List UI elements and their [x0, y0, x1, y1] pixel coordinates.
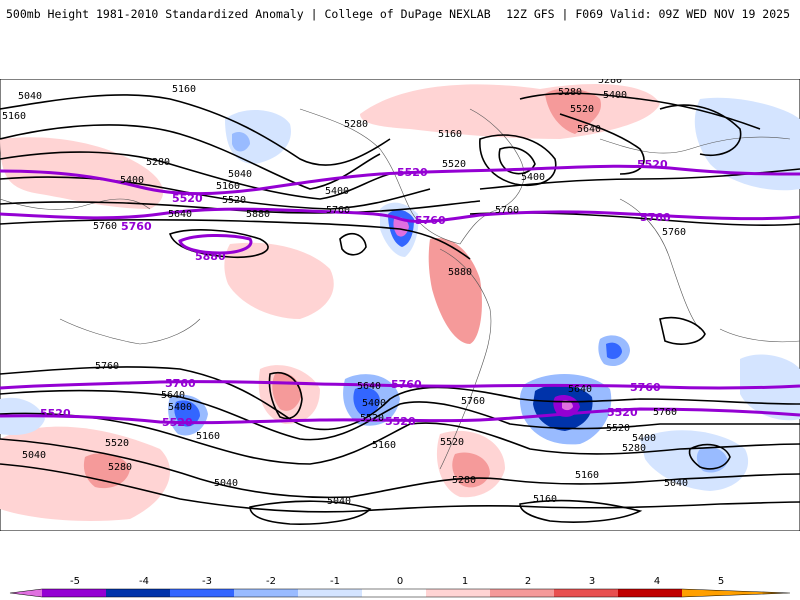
contour-label: 5400: [120, 175, 144, 186]
contour-label: 5640: [568, 384, 592, 395]
colorbar-segment: [554, 589, 618, 597]
contour-label: 5400: [168, 402, 192, 413]
reference-label: 5760: [391, 378, 422, 391]
header: 500mb Height 1981-2010 Standardized Anom…: [0, 0, 800, 28]
contour-label: 5160: [438, 129, 462, 140]
colorbar-segment: [234, 589, 298, 597]
contour-label: 5640: [357, 381, 381, 392]
contour-label: 5160: [575, 470, 599, 481]
purple-contour-labels: 5520 5520 5520 5520 5760 5760 5760 5880 …: [40, 158, 671, 429]
contour-label: 5280: [598, 79, 622, 86]
contour-label: 5400: [603, 90, 627, 101]
contour-label: 5040: [228, 169, 252, 180]
contour-label: 5280: [146, 157, 170, 168]
contour-label: 5760: [95, 361, 119, 372]
contour-label: 5640: [161, 390, 185, 401]
colorbar-segment: [298, 589, 362, 597]
reference-label: 5760: [121, 220, 152, 233]
contour-label: 5160: [372, 440, 396, 451]
reference-label: 5520: [385, 415, 416, 428]
contour-label: 5280: [452, 475, 476, 486]
colorbar-tick: 3: [589, 576, 595, 587]
contour-label: 5280: [622, 443, 646, 454]
contour-label: 5160: [196, 431, 220, 442]
contour-label: 5520: [440, 437, 464, 448]
black-contour-labels: 5040 5160 5160 5280 5280 5400 5520 5640 …: [2, 79, 688, 507]
colorbar-segment: [10, 589, 42, 597]
colorbar-segment: [490, 589, 554, 597]
reference-label: 5520: [607, 406, 638, 419]
contour-label: 5880: [246, 209, 270, 220]
contour-label: 5400: [325, 186, 349, 197]
colorbar-tick: -4: [139, 576, 149, 587]
reference-contours: [0, 164, 800, 425]
reference-label: 5880: [195, 250, 226, 263]
anomaly-shading: [0, 84, 800, 521]
colorbar-segment: [106, 589, 170, 597]
contour-label: 5760: [662, 227, 686, 238]
reference-label: 5520: [637, 158, 668, 171]
reference-label: 5760: [165, 377, 196, 390]
contour-label: 5520: [360, 413, 384, 424]
contour-label: 5760: [461, 396, 485, 407]
contour-label: 5640: [168, 209, 192, 220]
contour-label: 5160: [2, 111, 26, 122]
contour-label: 5520: [570, 104, 594, 115]
colorbar-tick: -5: [70, 576, 80, 587]
contour-label: 5520: [606, 423, 630, 434]
contour-label: 5040: [22, 450, 46, 461]
reference-label: 5520: [172, 192, 203, 205]
contour-label: 5760: [93, 221, 117, 232]
contour-label: 5160: [172, 84, 196, 95]
contour-label: 5520: [442, 159, 466, 170]
contour-label: 5280: [558, 87, 582, 98]
colorbar-segment: [682, 589, 790, 597]
contour-label: 5760: [495, 205, 519, 216]
colorbar: -5 -4 -3 -2 -1 0 1 2 3 4 5: [9, 576, 791, 598]
contour-label: 5880: [448, 267, 472, 278]
contour-label: 5760: [653, 407, 677, 418]
model-run-info: 12Z GFS | F069 Valid: 09Z WED NOV 19 202…: [506, 7, 790, 21]
contour-label: 5040: [18, 91, 42, 102]
colorbar-segment: [42, 589, 106, 597]
contour-label: 5520: [222, 195, 246, 206]
anomaly-map: 5040 5160 5160 5280 5280 5400 5520 5640 …: [0, 79, 800, 531]
colorbar-tick: 2: [525, 576, 531, 587]
contour-label: 5280: [108, 462, 132, 473]
reference-label: 5520: [162, 416, 193, 429]
map-title: 500mb Height 1981-2010 Standardized Anom…: [6, 7, 491, 21]
colorbar-segment: [362, 589, 426, 597]
height-contours: [0, 92, 800, 525]
reference-label: 5520: [40, 407, 71, 420]
colorbar-tick: -2: [266, 576, 276, 587]
contour-label: 5040: [214, 478, 238, 489]
reference-label: 5760: [630, 381, 661, 394]
colorbar-tick: 0: [397, 576, 403, 587]
contour-label: 5040: [327, 496, 351, 507]
colorbar-tick: 4: [654, 576, 660, 587]
reference-label: 5760: [415, 214, 446, 227]
contour-label: 5400: [521, 172, 545, 183]
colorbar-segment: [618, 589, 682, 597]
contour-label: 5040: [664, 478, 688, 489]
coastlines: [0, 108, 800, 470]
colorbar-tick: -3: [202, 576, 212, 587]
contour-label: 5160: [216, 181, 240, 192]
reference-label: 5760: [640, 211, 671, 224]
contour-label: 5400: [362, 398, 386, 409]
contour-label: 5760: [326, 205, 350, 216]
colorbar-segment: [170, 589, 234, 597]
colorbar-tick: -1: [330, 576, 340, 587]
contour-label: 5160: [533, 494, 557, 505]
contour-label: 5520: [105, 438, 129, 449]
reference-label: 5520: [397, 166, 428, 179]
colorbar-tick: 5: [718, 576, 724, 587]
colorbar-tick: 1: [462, 576, 468, 587]
contour-label: 5640: [577, 124, 601, 135]
colorbar-segment: [426, 589, 490, 597]
contour-label: 5280: [344, 119, 368, 130]
contour-label: 5400: [632, 433, 656, 444]
